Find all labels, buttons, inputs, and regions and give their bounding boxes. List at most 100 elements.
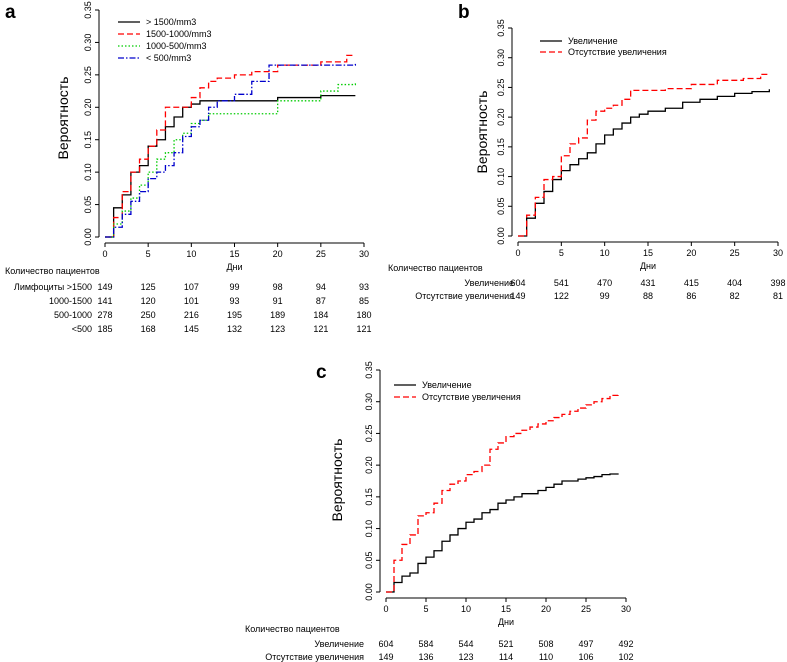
x-tick-label: 30: [773, 248, 783, 258]
series-line-1: [518, 89, 770, 237]
series-line-2: [518, 73, 770, 237]
y-tick-label: 0.05: [83, 196, 93, 214]
series-line-2: [386, 392, 619, 593]
risk-row-label: Отсутствие увеличения: [415, 291, 514, 301]
risk-count: 250: [141, 310, 156, 320]
x-tick-label: 5: [559, 248, 564, 258]
y-tick-label: 0.35: [496, 19, 506, 37]
y-tick-label: 0.05: [496, 198, 506, 216]
x-tick-label: 5: [423, 604, 428, 614]
legend-entry: Увеличение: [568, 36, 618, 46]
y-tick-label: 0.20: [83, 99, 93, 117]
risk-count: 123: [458, 652, 473, 662]
y-tick-label: 0.00: [496, 227, 506, 245]
risk-count: 216: [184, 310, 199, 320]
series-line-3: [105, 81, 357, 238]
risk-count: 93: [229, 296, 239, 306]
risk-count: 81: [773, 291, 783, 301]
y-tick-label: 0.25: [364, 425, 374, 443]
series-line-2: [105, 54, 356, 238]
risk-count: 492: [618, 639, 633, 649]
risk-row-label: Отсутствие увеличения: [265, 652, 364, 662]
x-tick-label: 20: [686, 248, 696, 258]
risk-count: 149: [378, 652, 393, 662]
risk-count: 544: [458, 639, 473, 649]
x-axis-label: Дни: [226, 262, 242, 272]
risk-count: 508: [538, 639, 553, 649]
x-tick-label: 5: [146, 249, 151, 259]
legend-entry: 1000-500/mm3: [146, 41, 207, 51]
risk-count: 149: [510, 291, 525, 301]
risk-count: 149: [97, 282, 112, 292]
risk-count: 106: [578, 652, 593, 662]
panel-a: a 0 5 10 15 20 25 30 0.00 0.05 0.10 0.15 0.20 0.25 0.3…: [5, 1, 372, 334]
risk-count: 470: [597, 278, 612, 288]
risk-count: 431: [640, 278, 655, 288]
x-axis-label: Дни: [640, 261, 656, 271]
risk-count: 132: [227, 324, 242, 334]
x-tick-label: 30: [621, 604, 631, 614]
risk-count: 114: [499, 652, 513, 662]
risk-count: 93: [359, 282, 369, 292]
legend-entry: Отсутствие увеличения: [568, 47, 667, 57]
risk-count: 398: [770, 278, 785, 288]
risk-count: 415: [684, 278, 699, 288]
risk-count: 121: [356, 324, 371, 334]
risk-count: 541: [554, 278, 569, 288]
x-tick-label: 10: [186, 249, 196, 259]
risk-count: 125: [141, 282, 156, 292]
x-tick-label: 20: [541, 604, 551, 614]
risk-count: 168: [141, 324, 156, 334]
y-tick-label: 0.35: [364, 361, 374, 379]
y-tick-label: 0.15: [496, 138, 506, 156]
y-tick-label: 0.05: [364, 552, 374, 570]
risk-count: 195: [227, 310, 242, 320]
risk-count: 102: [618, 652, 633, 662]
risk-count: 122: [554, 291, 569, 301]
risk-count: 99: [229, 282, 239, 292]
risk-count: 404: [727, 278, 742, 288]
y-tick-label: 0.15: [364, 488, 374, 506]
risk-count: 584: [418, 639, 433, 649]
risk-row-label: Лимфоциты >1500: [14, 282, 92, 292]
x-axis-label: Дни: [498, 617, 514, 627]
y-tick-label: 0.00: [364, 583, 374, 601]
risk-count: 180: [356, 310, 371, 320]
y-tick-label: 0.25: [83, 66, 93, 84]
panel-c: c 0 5 10 15 20 25 30 0.00 0.05 0.10 0.15 0.20 0.25 0.3…: [245, 361, 634, 662]
y-tick-label: 0.10: [83, 163, 93, 181]
risk-row-label: Увеличение: [464, 278, 514, 288]
risk-count: 145: [184, 324, 199, 334]
y-axis-label: Вероятность: [329, 439, 345, 522]
risk-count: 107: [184, 282, 199, 292]
risk-count: 85: [359, 296, 369, 306]
risk-row-label: Увеличение: [314, 639, 364, 649]
risk-count: 98: [273, 282, 283, 292]
y-tick-label: 0.10: [496, 168, 506, 186]
x-tick-label: 0: [383, 604, 388, 614]
y-axis-label: Вероятность: [55, 77, 71, 160]
risk-count: 87: [316, 296, 326, 306]
x-tick-label: 25: [316, 249, 326, 259]
risk-count: 136: [418, 652, 433, 662]
risk-count: 120: [141, 296, 156, 306]
x-tick-label: 10: [461, 604, 471, 614]
y-tick-label: 0.20: [364, 456, 374, 474]
risk-count: 604: [378, 639, 393, 649]
risk-count: 184: [313, 310, 328, 320]
panel-letter: a: [5, 2, 16, 23]
risk-row-label: 500-1000: [54, 310, 92, 320]
y-tick-label: 0.00: [83, 228, 93, 246]
series-line-4: [105, 63, 357, 238]
risk-count: 101: [184, 296, 199, 306]
risk-row-label: 1000-1500: [49, 296, 92, 306]
x-tick-label: 20: [273, 249, 283, 259]
y-tick-label: 0.30: [83, 34, 93, 52]
risk-count: 521: [498, 639, 513, 649]
x-tick-label: 0: [102, 249, 107, 259]
legend: > 1500/mm3 1500-1000/mm3 1000-500/mm3 < 500…: [118, 17, 212, 63]
risk-row-label: <500: [72, 324, 92, 334]
x-tick-label: 25: [730, 248, 740, 258]
